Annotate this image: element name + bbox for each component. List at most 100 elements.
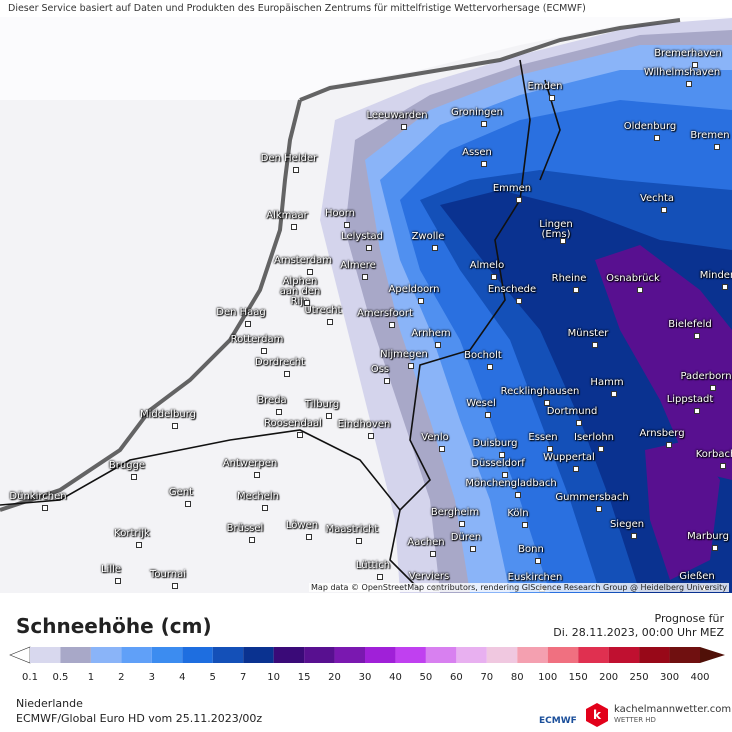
legend-swatch xyxy=(547,647,579,663)
city-label: Löwen xyxy=(285,520,319,531)
city-label: Wesel xyxy=(466,398,496,409)
city-marker xyxy=(306,534,312,540)
city-marker xyxy=(573,287,579,293)
city-label: Lelystad xyxy=(341,231,383,242)
city-label: Marburg xyxy=(687,531,729,542)
city-label: Dordrecht xyxy=(255,357,305,368)
city-label: Rheine xyxy=(551,273,587,284)
city-marker xyxy=(344,222,350,228)
legend-swatch xyxy=(425,647,457,663)
legend-label: 10 xyxy=(267,672,280,683)
city-marker xyxy=(481,121,487,127)
city-label: Amsterdam xyxy=(273,255,333,266)
city-label: Korbach xyxy=(695,449,732,460)
city-marker xyxy=(276,409,282,415)
city-label: Assen xyxy=(462,147,492,158)
legend-label: 200 xyxy=(599,672,619,683)
city-label: Emden xyxy=(527,81,563,92)
legend-swatch xyxy=(456,647,487,663)
city-marker xyxy=(172,423,178,429)
legend-swatch xyxy=(334,647,365,663)
city-marker xyxy=(694,333,700,339)
legend-label: 7 xyxy=(239,672,247,683)
legend-label: 100 xyxy=(538,672,558,683)
legend-label: 1 xyxy=(87,672,95,683)
city-marker xyxy=(384,378,390,384)
legend-swatch xyxy=(639,647,670,663)
city-label: Maastricht xyxy=(325,524,379,535)
city-marker xyxy=(389,322,395,328)
city-label: Wilhelmshaven xyxy=(643,67,721,78)
city-label: Lille xyxy=(100,564,122,575)
city-label: Almere xyxy=(340,260,376,271)
legend-label: 80 xyxy=(510,672,524,683)
legend-label: 0.5 xyxy=(52,672,69,683)
city-marker xyxy=(549,95,555,101)
legend-swatch xyxy=(182,647,213,663)
legend-label: 40 xyxy=(389,672,402,683)
city-marker xyxy=(304,300,310,306)
city-marker xyxy=(515,492,521,498)
city-marker xyxy=(297,432,303,438)
city-marker xyxy=(491,274,497,280)
city-label: Arnhem xyxy=(411,328,451,339)
city-label: Vechta xyxy=(639,193,675,204)
legend-swatch xyxy=(608,647,640,663)
city-label: Bremerhaven xyxy=(654,48,722,59)
city-label: Middelburg xyxy=(139,409,197,420)
city-marker xyxy=(327,319,333,325)
legend-label: 0.1 xyxy=(22,672,38,683)
city-marker xyxy=(307,269,313,275)
city-marker xyxy=(435,342,441,348)
legend-swatch xyxy=(243,647,274,663)
legend-swatch xyxy=(669,647,700,663)
city-label: Antwerpen xyxy=(222,458,278,469)
city-label: Mecheln xyxy=(237,491,279,502)
city-label: Münster xyxy=(567,328,609,339)
site-subtitle: WETTER HD xyxy=(614,716,656,724)
legend-label: 15 xyxy=(297,672,311,683)
city-label: Duisburg xyxy=(472,438,518,449)
city-label: Tilburg xyxy=(304,399,340,410)
city-label: Kortrijk xyxy=(114,528,150,539)
legend-swatch xyxy=(304,647,335,663)
city-label: Alphen aan den Rijn xyxy=(279,276,321,307)
legend-swatch xyxy=(273,647,305,663)
city-marker xyxy=(115,578,121,584)
city-marker xyxy=(485,412,491,418)
ecmwf-logo: ECMWF xyxy=(539,716,577,726)
city-label: Bremen xyxy=(690,130,730,141)
city-marker xyxy=(547,446,553,452)
legend-swatch xyxy=(212,647,244,663)
city-label: Arnsberg xyxy=(639,428,685,439)
legend-label: 300 xyxy=(659,672,680,683)
legend-label: 3 xyxy=(148,672,155,683)
forecast-info: Prognose für Di. 28.11.2023, 00:00 Uhr ME… xyxy=(553,612,724,640)
city-label: Alkmaar xyxy=(266,210,308,221)
site-name: kachelmannwetter.com xyxy=(614,704,732,715)
city-marker xyxy=(245,321,251,327)
legend-swatch xyxy=(90,647,122,663)
legend-label: 30 xyxy=(358,672,372,683)
city-label: Gent xyxy=(168,487,194,498)
legend-label: 4 xyxy=(179,672,186,683)
city-marker xyxy=(356,538,362,544)
city-label: Essen xyxy=(528,432,558,443)
city-marker xyxy=(172,583,178,589)
city-label: Eindhoven xyxy=(337,419,391,430)
city-marker xyxy=(666,442,672,448)
city-marker xyxy=(262,505,268,511)
city-label: Wuppertal xyxy=(543,452,595,463)
city-label: Aachen xyxy=(407,537,445,548)
city-label: Enschede xyxy=(487,284,537,295)
city-marker xyxy=(654,135,660,141)
city-marker xyxy=(502,472,508,478)
legend-swatch xyxy=(121,647,152,663)
city-marker xyxy=(131,474,137,480)
city-label: Zwolle xyxy=(411,231,445,242)
city-label: Dünkirchen xyxy=(9,491,67,502)
city-marker xyxy=(499,452,505,458)
city-label: Recklinghausen xyxy=(500,386,580,397)
city-label: Nijmegen xyxy=(380,349,428,360)
legend-swatch xyxy=(395,647,426,663)
